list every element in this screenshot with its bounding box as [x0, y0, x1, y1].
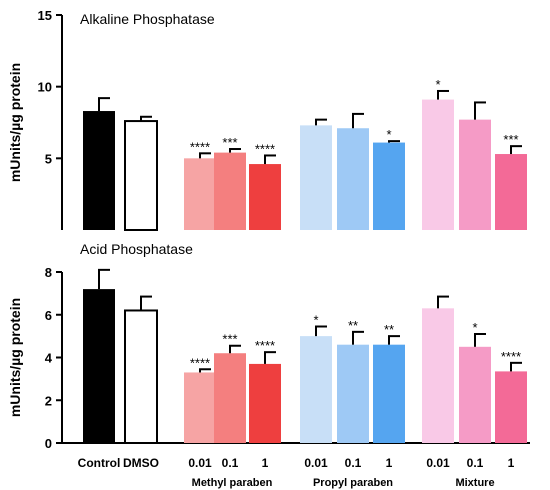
- bar: [300, 125, 332, 230]
- x-category-label: 1: [508, 456, 515, 470]
- x-category-label: 0.01: [188, 456, 212, 470]
- bar: [422, 308, 454, 443]
- bar-group: [83, 97, 115, 230]
- significance-label: *: [472, 320, 477, 335]
- bar: [214, 152, 246, 230]
- x-category-label: Control: [78, 456, 121, 470]
- bar: [422, 99, 454, 230]
- significance-label: **: [348, 318, 358, 333]
- x-group-label: Methyl paraben: [192, 477, 273, 489]
- bar: [249, 164, 281, 230]
- bar-group: *: [300, 313, 332, 443]
- bar-group: [83, 268, 115, 443]
- x-group-label: Propyl paraben: [313, 477, 393, 489]
- y-tick-label: 8: [45, 265, 52, 280]
- bar: [249, 363, 281, 443]
- x-category-label: 1: [386, 456, 393, 470]
- panel-alkaline: 5 10 15 Alkaline Phosphatase mUnits/µg prote…: [7, 8, 527, 231]
- significance-label: *: [313, 313, 318, 328]
- x-category-label: 0.1: [222, 456, 239, 470]
- bar: [83, 289, 115, 443]
- bar: [184, 158, 216, 230]
- y-tick-label: 6: [45, 308, 52, 323]
- x-category-label: 0.1: [345, 456, 362, 470]
- significance-label: ****: [255, 141, 275, 156]
- bar: [184, 372, 216, 443]
- significance-label: **: [384, 322, 394, 337]
- y-tick-label: 0: [45, 436, 52, 451]
- bar: [337, 344, 369, 443]
- bar: [373, 142, 405, 230]
- bar-group: [124, 115, 158, 231]
- bar: [495, 154, 527, 230]
- significance-label: ****: [255, 338, 275, 353]
- significance-label: *: [435, 77, 440, 92]
- y-axis-label: mUnits/µg protein: [7, 63, 23, 182]
- bar-group: ****: [495, 349, 527, 443]
- x-category-label: DMSO: [123, 456, 159, 470]
- bar-group: ***: [214, 135, 246, 230]
- bar-group: *: [422, 77, 454, 230]
- bar-group: [459, 101, 491, 230]
- bar: [373, 344, 405, 443]
- x-category-label: 0.01: [304, 456, 328, 470]
- bar: [495, 371, 527, 443]
- bar: [337, 128, 369, 230]
- y-tick-label: 4: [45, 351, 53, 366]
- bar-group: [300, 118, 332, 230]
- bar-group: ****: [184, 139, 216, 230]
- y-tick-label: 5: [45, 151, 52, 166]
- bar: [124, 120, 158, 231]
- bar-group: ***: [495, 132, 527, 230]
- significance-label: ***: [222, 332, 237, 347]
- significance-label: ****: [190, 139, 210, 154]
- significance-label: ****: [190, 355, 210, 370]
- bar: [459, 346, 491, 443]
- y-tick-label: 10: [38, 80, 52, 95]
- significance-label: ***: [222, 135, 237, 150]
- bar-group: ****: [249, 338, 281, 443]
- bar-group: *: [373, 127, 405, 230]
- bar-group: **: [373, 322, 405, 443]
- bar-group: [422, 295, 454, 443]
- bar-group: ****: [184, 355, 216, 443]
- y-axis-label: mUnits/µg protein: [7, 298, 23, 417]
- bar-group: [124, 295, 158, 444]
- x-category-label: 0.01: [426, 456, 450, 470]
- panel-title: Acid Phosphatase: [80, 241, 193, 257]
- bar: [300, 336, 332, 443]
- y-tick-label: 15: [38, 8, 52, 23]
- bar-group: [337, 112, 369, 230]
- bar-group: ***: [214, 332, 246, 443]
- bar-group: ****: [249, 141, 281, 230]
- x-category-label: 1: [262, 456, 269, 470]
- bar: [459, 119, 491, 230]
- significance-label: *: [386, 127, 391, 142]
- significance-label: ***: [503, 132, 518, 147]
- bar: [124, 309, 158, 444]
- x-group-label: Mixture: [455, 477, 494, 489]
- bar: [214, 353, 246, 443]
- bar: [83, 111, 115, 230]
- x-category-label: 0.1: [467, 456, 484, 470]
- panel-title: Alkaline Phosphatase: [80, 11, 215, 27]
- y-tick-label: 2: [45, 393, 52, 408]
- bar-group: **: [337, 318, 369, 443]
- significance-label: ****: [501, 349, 521, 364]
- bar-group: *: [459, 320, 491, 443]
